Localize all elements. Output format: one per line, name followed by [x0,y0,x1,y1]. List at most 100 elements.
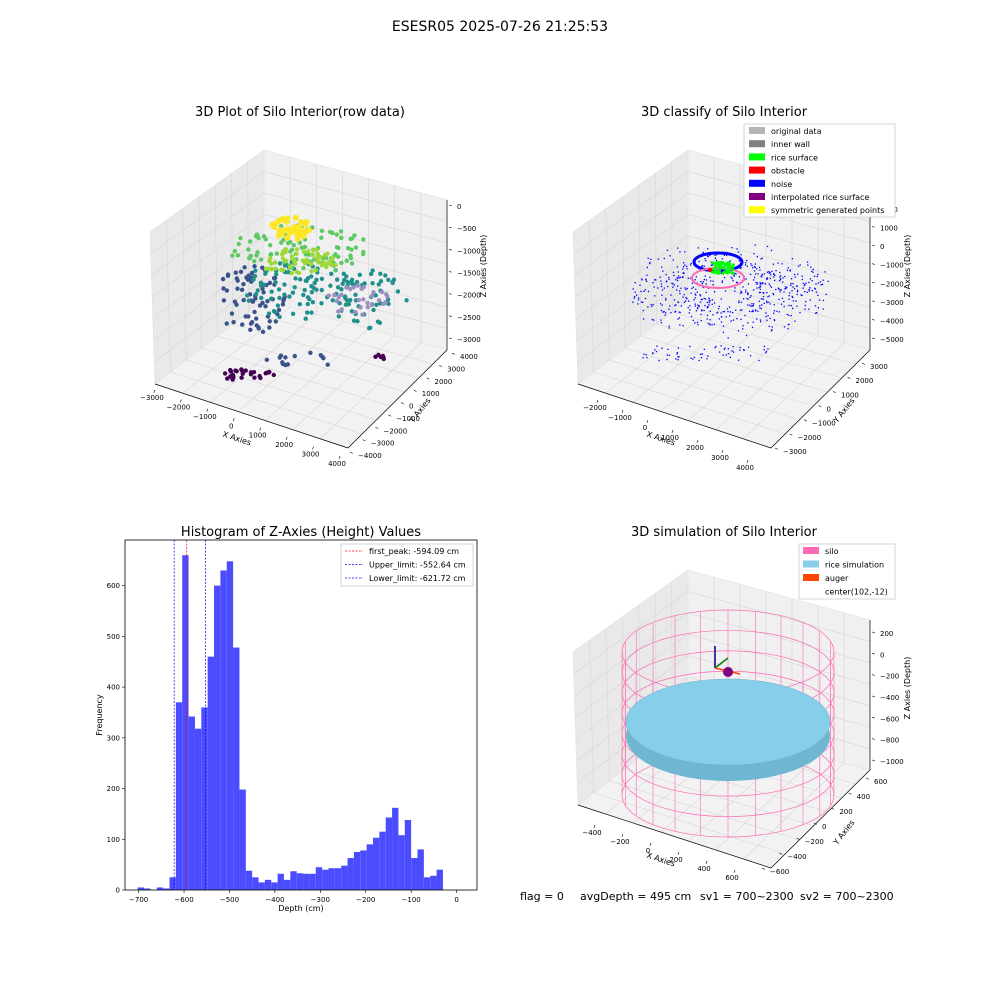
noise-point [689,345,691,348]
histogram-bar [169,877,176,890]
noise-point [791,290,793,292]
noise-point [753,276,756,279]
rice-simulation-surface [625,678,831,766]
noise-point [692,286,695,288]
noise-point [692,319,694,322]
noise-point [781,263,783,265]
noise-point [741,291,743,294]
noise-point [780,289,782,291]
raw-data-point [280,256,286,261]
noise-point [761,304,763,306]
noise-point [782,277,784,279]
raw-data-point [273,272,279,277]
panel1-x-axis [154,383,349,449]
histogram-bar [163,888,170,890]
noise-point [786,286,788,289]
raw-data-point [273,266,278,271]
noise-point [772,263,775,265]
noise-point [752,310,754,313]
noise-point [706,318,708,320]
raw-data-point [386,277,391,283]
noise-point [700,357,703,359]
noise-point [676,266,679,268]
rice-surface-point [731,268,735,272]
noise-point [632,301,634,303]
raw-data-point [248,372,254,377]
raw-data-point [340,281,345,287]
raw-data-point [303,316,308,321]
noise-point [689,309,691,311]
noise-point [676,289,678,291]
raw-data-point [257,373,262,379]
noise-point [796,305,798,307]
panel1-y-tick-label: 4000 [460,353,478,361]
raw-data-point [244,275,249,280]
noise-point [770,286,773,289]
noise-point [728,306,731,308]
noise-point [729,315,731,317]
noise-point [709,319,711,321]
raw-data-point [302,287,307,293]
noise-point [766,245,769,248]
noise-point [704,259,707,262]
rice-surface-point [723,264,726,268]
noise-point [817,282,820,284]
raw-data-point [292,214,299,221]
noise-point [737,359,740,361]
noise-point [745,291,747,293]
noise-point [706,314,709,317]
panel2-ylabel: Y Axies [831,396,857,425]
raw-data-point [367,325,372,331]
noise-point [634,291,636,293]
noise-point [808,281,810,284]
raw-data-point [349,261,355,266]
noise-point [759,321,762,323]
noise-point [781,297,784,299]
noise-point [790,282,792,285]
noise-point [661,266,663,268]
panel1-y-tick-mark [413,389,417,392]
noise-point [642,309,644,312]
noise-point [773,273,775,276]
noise-point [797,273,799,275]
panel2-z-tick-mark [871,319,875,321]
noise-point [692,358,694,360]
noise-point [650,258,652,261]
noise-point [793,273,796,276]
noise-point [779,278,782,281]
noise-point [705,283,707,285]
noise-point [759,288,761,290]
noise-point [699,353,702,355]
noise-point [750,305,752,307]
noise-point [756,282,759,284]
panel4-z-tick-label: 0 [880,651,884,659]
panel1-y-tick-label: −1000 [396,415,420,423]
noise-point [825,293,827,296]
obstacle-point [708,268,712,272]
raw-data-point [263,371,268,376]
noise-point [753,253,755,255]
noise-point [639,284,641,286]
raw-data-point [282,282,287,287]
noise-point [706,358,708,360]
noise-point [677,347,680,349]
noise-point [729,311,732,313]
noise-point [733,275,735,277]
noise-point [710,264,713,266]
noise-point [747,293,749,296]
noise-point [818,299,821,301]
noise-point [677,359,679,361]
panel1-x-tick-label: −2000 [167,403,191,411]
raw-data-point [241,297,246,303]
noise-point [664,314,666,316]
noise-point [647,306,649,308]
noise-point [682,325,684,327]
status-sv1: sv1 = 700~2300 [700,890,794,903]
histogram-bar [144,888,151,890]
noise-point [649,262,651,265]
panel2-y-tick-mark [832,391,836,394]
raw-data-point [279,215,286,222]
noise-point [800,294,802,296]
panel2-xlabel: X Axies [645,430,676,448]
raw-data-point [304,257,309,262]
